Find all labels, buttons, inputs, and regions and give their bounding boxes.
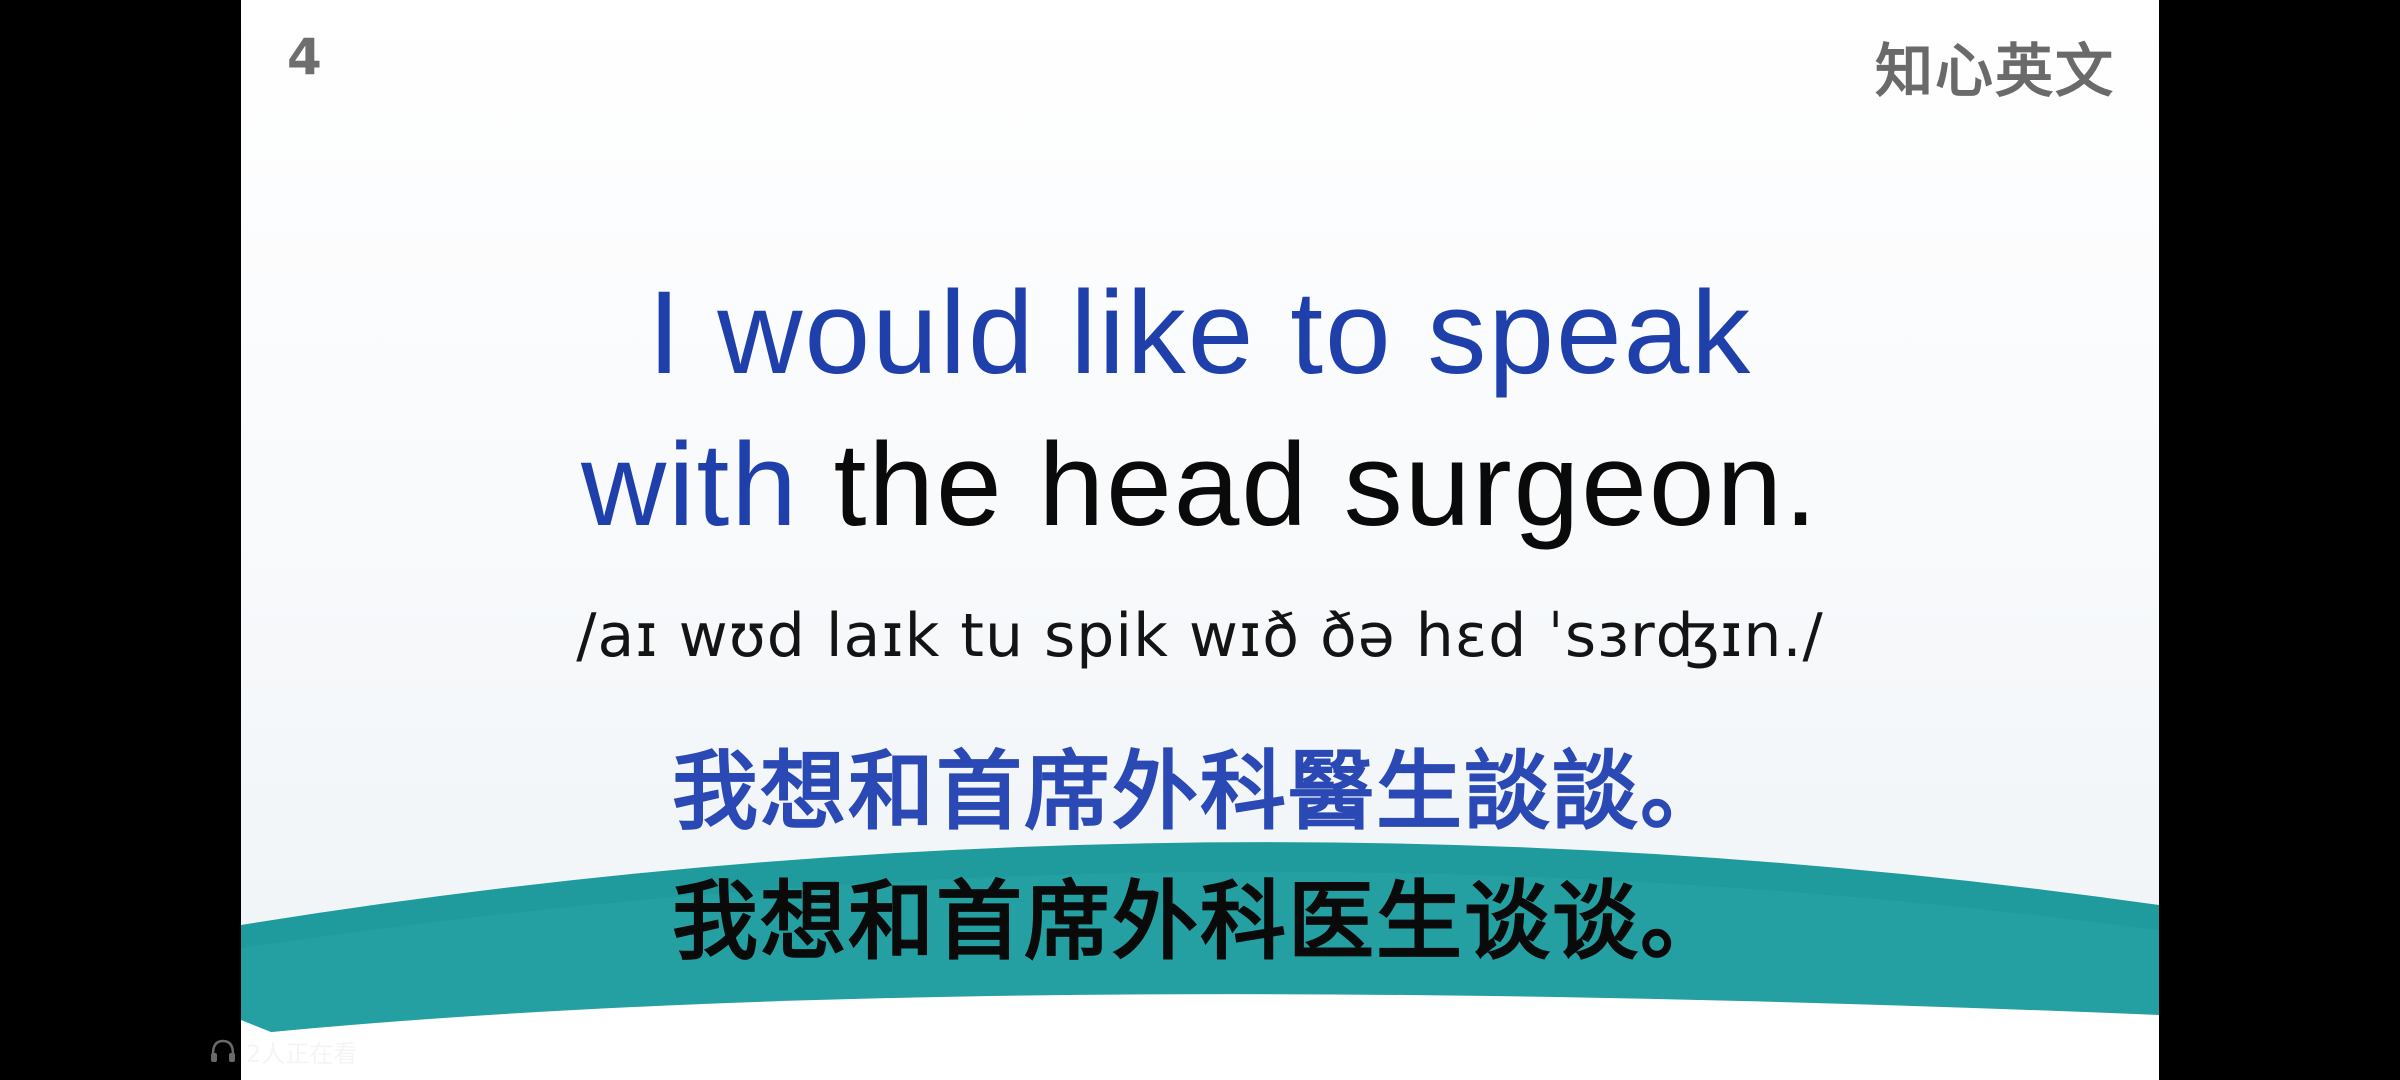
teal-wave-decoration xyxy=(241,842,2159,1080)
headphones-icon xyxy=(211,1039,235,1062)
english-sentence-line-1: I would like to speak xyxy=(647,267,1753,399)
chinese-traditional-translation: 我想和首席外科醫生談談。 xyxy=(672,742,1728,842)
sentence-remainder: the head surgeon. xyxy=(798,419,1819,551)
slide-number: 4 xyxy=(287,28,322,86)
highlighted-word: with xyxy=(581,419,799,551)
video-slide[interactable]: 4 知心英文 I would like to speak with the he… xyxy=(241,0,2159,1080)
viewer-count-text: 2人正在看 xyxy=(246,1039,358,1068)
chinese-simplified-translation: 我想和首席外科医生谈谈。 xyxy=(672,872,1728,972)
phonetic-transcription: /aɪ wʊd laɪk tu spik wɪð ðə hɛd ˈsɜrʤɪn.… xyxy=(576,601,1824,671)
english-sentence-line-2: with the head surgeon. xyxy=(241,420,2159,550)
brand-logo-text: 知心英文 xyxy=(1874,37,2115,105)
viewer-count: 2人正在看 xyxy=(208,1034,357,1068)
